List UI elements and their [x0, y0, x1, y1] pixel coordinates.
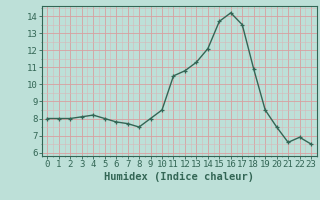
X-axis label: Humidex (Indice chaleur): Humidex (Indice chaleur) — [104, 172, 254, 182]
